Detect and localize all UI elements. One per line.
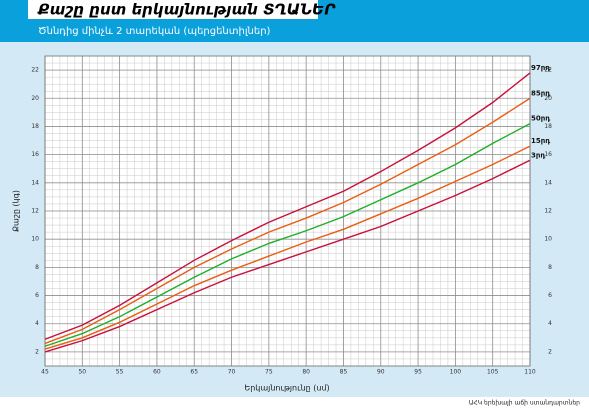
x-tick-label: 55: [116, 369, 124, 376]
x-tick-label: 110: [524, 369, 536, 376]
series-label: 3րդ: [531, 151, 545, 159]
series-label: 50րդ: [531, 115, 550, 123]
y-tick-label-right: 8: [548, 264, 552, 271]
y-tick-label: 20: [31, 95, 39, 102]
y-tick-label-right: 16: [544, 151, 552, 158]
x-tick-label: 60: [153, 369, 161, 376]
y-tick-label: 18: [31, 123, 39, 130]
y-tick-label: 4: [35, 320, 39, 327]
y-tick-label-right: 22: [544, 67, 552, 74]
x-tick-label: 105: [487, 369, 499, 376]
x-tick-label: 85: [340, 369, 348, 376]
percentile-line: [44, 123, 531, 347]
x-tick-label: 50: [78, 369, 86, 376]
source-note: ԱՀԿ երեխայի աճի ստանդարտներ: [469, 400, 580, 407]
chart-subtitle: Ծննդից մինչև 2 տարեկան (պերցենտիլներ): [38, 26, 271, 37]
series-label: 97րդ: [531, 64, 550, 72]
series-label: 15րդ: [531, 137, 550, 145]
x-tick-label: 45: [41, 369, 49, 376]
y-axis-label: Քաշը (կգ): [12, 190, 21, 232]
x-tick-label: 70: [228, 369, 236, 376]
x-tick-label: 90: [377, 369, 385, 376]
x-tick-label: 75: [265, 369, 273, 376]
y-tick-label-right: 2: [548, 348, 552, 355]
y-tick-label-right: 14: [544, 179, 552, 186]
x-tick-label: 100: [450, 369, 462, 376]
x-axis-label: Երկայնությունը (սմ): [244, 384, 329, 393]
y-tick-label: 14: [31, 179, 39, 186]
y-tick-label: 16: [31, 151, 39, 158]
x-tick-label: 65: [190, 369, 198, 376]
y-tick-label: 12: [31, 208, 39, 215]
chart-title: Քաշը ըստ երկայնության ՏՂԱՆԵՐ: [37, 1, 336, 19]
y-tick-label: 6: [35, 292, 39, 299]
y-tick-label-right: 10: [544, 236, 552, 243]
percentile-line: [44, 97, 531, 345]
title-box: [28, 0, 318, 19]
y-tick-label: 22: [31, 67, 39, 74]
series-label: 85րդ: [531, 89, 550, 97]
x-tick-label: 80: [302, 369, 310, 376]
y-tick-label-right: 4: [548, 320, 552, 327]
y-tick-label: 2: [35, 348, 39, 355]
plot-border: [44, 55, 531, 367]
y-tick-label-right: 6: [548, 292, 552, 299]
y-tick-label-right: 20: [544, 95, 552, 102]
y-tick-label: 8: [35, 264, 39, 271]
percentile-line: [44, 145, 531, 350]
percentile-line: [44, 159, 531, 353]
y-tick-label: 10: [31, 236, 39, 243]
percentile-line: [44, 72, 531, 340]
y-tick-label-right: 12: [544, 208, 552, 215]
y-tick-label-right: 18: [544, 123, 552, 130]
x-tick-label: 95: [414, 369, 422, 376]
